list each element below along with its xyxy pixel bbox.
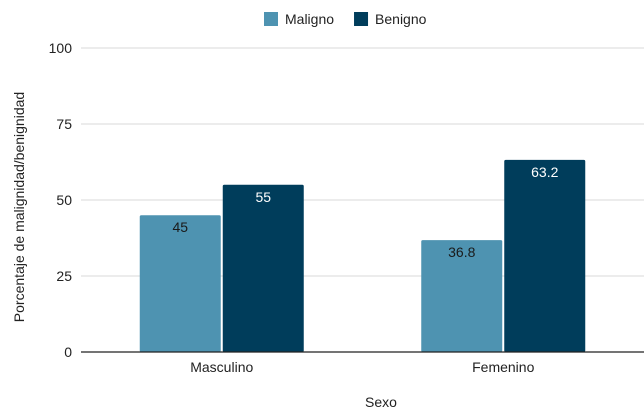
bar-benigno-masculino bbox=[222, 184, 304, 352]
y-tick-label: 75 bbox=[56, 116, 72, 132]
legend-swatch bbox=[264, 12, 278, 26]
y-tick-label: 50 bbox=[56, 192, 72, 208]
y-tick-label: 0 bbox=[64, 344, 72, 360]
legend-label: Benigno bbox=[375, 11, 427, 27]
legend-label: Maligno bbox=[285, 11, 334, 27]
y-axis-title: Porcentaje de malignidad/benignidad bbox=[11, 92, 27, 322]
bar-maligno-masculino bbox=[139, 215, 221, 352]
x-tick-labels: Masculino Femenino bbox=[190, 359, 534, 375]
x-axis-title: Sexo bbox=[365, 394, 397, 408]
bars bbox=[139, 159, 586, 352]
y-tick-labels: 0 25 50 75 100 bbox=[49, 40, 73, 360]
y-tick-label: 25 bbox=[56, 268, 72, 284]
y-tick-label: 100 bbox=[49, 40, 73, 56]
legend-item-maligno[interactable]: Maligno bbox=[264, 11, 334, 27]
x-tick-label: Masculino bbox=[190, 359, 253, 375]
bar-value-label: 36.8 bbox=[448, 244, 475, 260]
legend: Maligno Benigno bbox=[264, 11, 427, 27]
bar-labels: 45 55 36.8 63.2 bbox=[172, 164, 558, 260]
legend-swatch bbox=[354, 12, 369, 26]
x-tick-label: Femenino bbox=[472, 359, 534, 375]
legend-item-benigno[interactable]: Benigno bbox=[354, 11, 427, 27]
bar-benigno-femenino bbox=[504, 159, 586, 352]
bar-value-label: 45 bbox=[172, 219, 188, 235]
bar-value-label: 55 bbox=[255, 189, 271, 205]
bar-maligno-femenino bbox=[421, 240, 503, 352]
bar-value-label: 63.2 bbox=[531, 164, 558, 180]
